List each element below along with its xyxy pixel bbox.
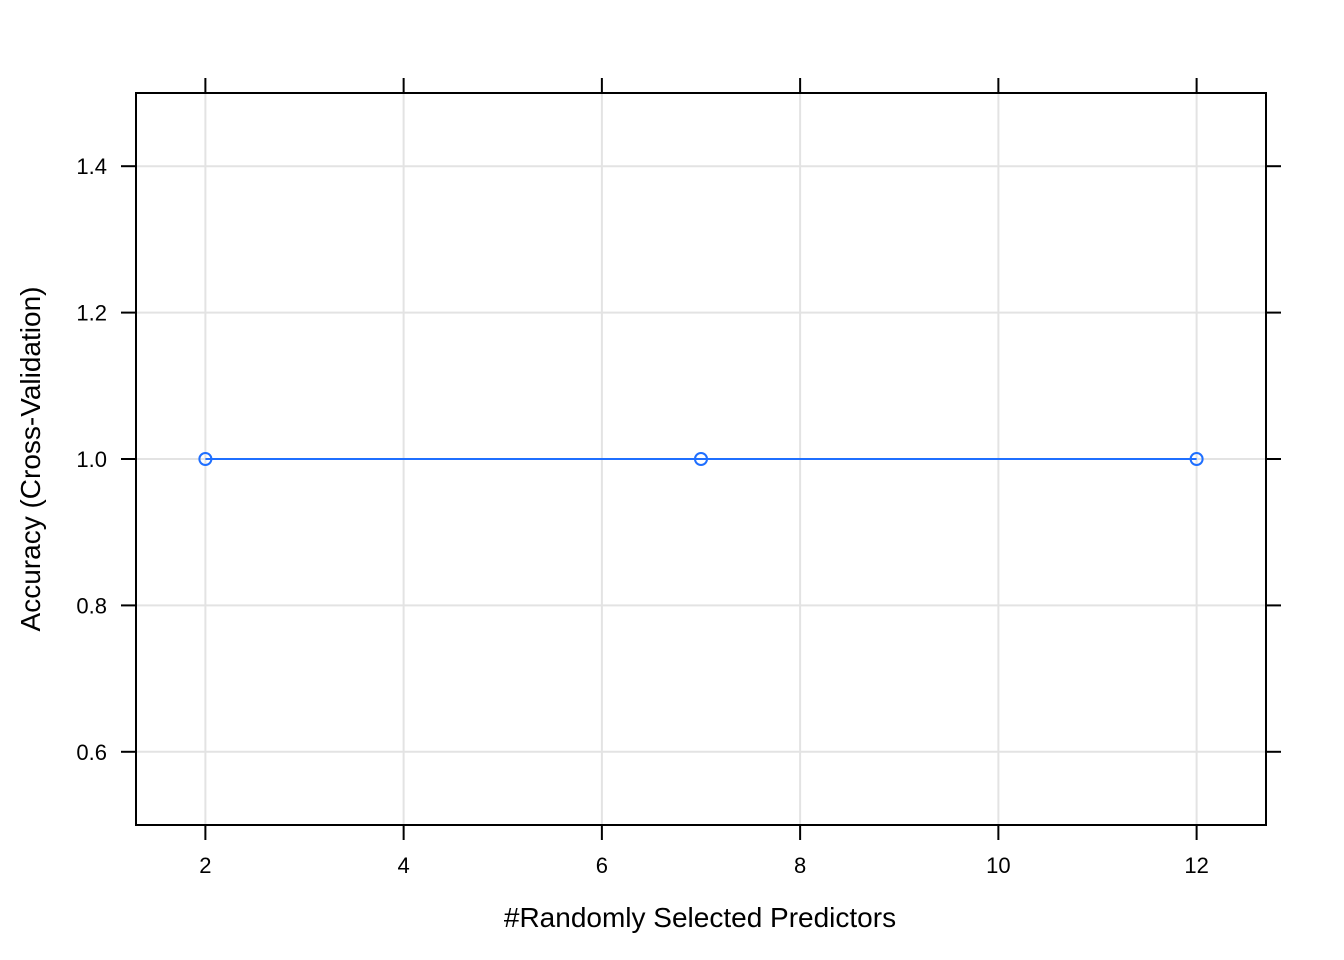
axis-ticks [121, 78, 1281, 840]
y-tick-label: 1.0 [76, 447, 107, 472]
data-point [694, 452, 708, 466]
y-axis-title: Accuracy (Cross-Validation) [15, 287, 46, 632]
x-tick-label: 6 [596, 853, 608, 878]
data-point [1189, 452, 1204, 466]
x-tick-label: 4 [398, 853, 410, 878]
y-tick-label: 0.8 [76, 593, 107, 618]
x-tick-label: 12 [1184, 853, 1208, 878]
x-tick-label: 10 [986, 853, 1010, 878]
y-tick-label: 0.6 [76, 740, 107, 765]
series-layer [198, 452, 1204, 466]
data-point [198, 452, 213, 466]
x-tick-label: 8 [794, 853, 806, 878]
y-tick-label: 1.2 [76, 301, 107, 326]
axis-tick-labels: 2 4 6 8 10 12 0.6 0.8 1.0 1.2 1.4 [76, 154, 1208, 878]
x-axis-title: #Randomly Selected Predictors [504, 902, 896, 933]
y-tick-label: 1.4 [76, 154, 107, 179]
x-tick-label: 2 [199, 853, 211, 878]
